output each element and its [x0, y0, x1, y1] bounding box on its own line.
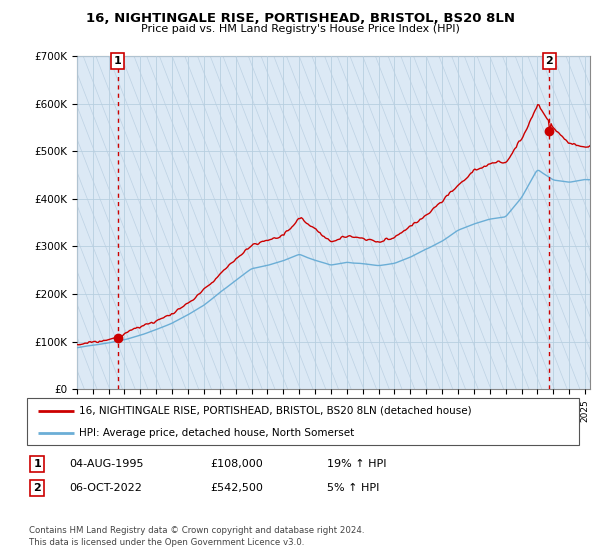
FancyBboxPatch shape [27, 398, 579, 445]
Text: 16, NIGHTINGALE RISE, PORTISHEAD, BRISTOL, BS20 8LN: 16, NIGHTINGALE RISE, PORTISHEAD, BRISTO… [86, 12, 515, 25]
Text: 19% ↑ HPI: 19% ↑ HPI [327, 459, 386, 469]
Text: Contains HM Land Registry data © Crown copyright and database right 2024.
This d: Contains HM Land Registry data © Crown c… [29, 526, 364, 547]
Text: 16, NIGHTINGALE RISE, PORTISHEAD, BRISTOL, BS20 8LN (detached house): 16, NIGHTINGALE RISE, PORTISHEAD, BRISTO… [79, 406, 472, 416]
Text: HPI: Average price, detached house, North Somerset: HPI: Average price, detached house, Nort… [79, 428, 355, 438]
Text: 1: 1 [34, 459, 41, 469]
Text: £542,500: £542,500 [210, 483, 263, 493]
Text: 5% ↑ HPI: 5% ↑ HPI [327, 483, 379, 493]
Text: 06-OCT-2022: 06-OCT-2022 [69, 483, 142, 493]
Text: 2: 2 [34, 483, 41, 493]
Text: Price paid vs. HM Land Registry's House Price Index (HPI): Price paid vs. HM Land Registry's House … [140, 24, 460, 34]
Text: £108,000: £108,000 [210, 459, 263, 469]
Text: 04-AUG-1995: 04-AUG-1995 [69, 459, 143, 469]
Text: 1: 1 [114, 56, 122, 66]
Text: 2: 2 [545, 56, 553, 66]
